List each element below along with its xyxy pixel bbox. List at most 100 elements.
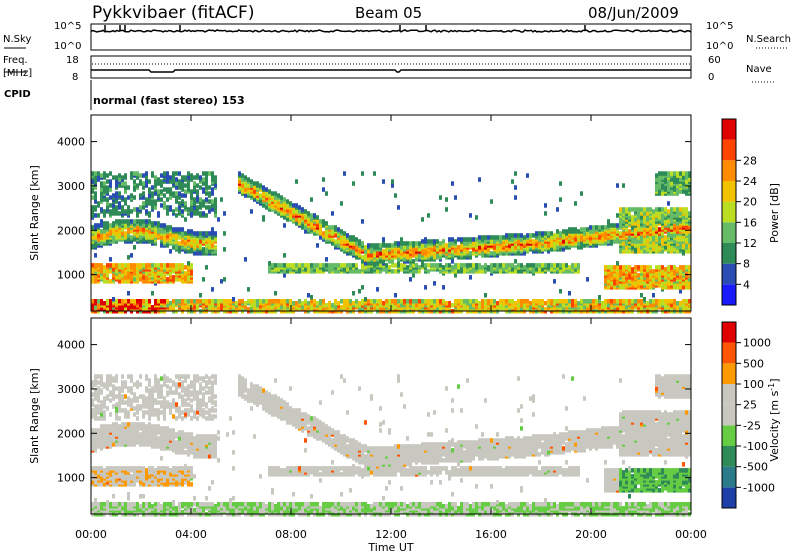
heatmap-cell	[472, 247, 475, 252]
heatmap-cell	[169, 175, 172, 180]
heatmap-cell	[643, 217, 646, 222]
heatmap-cell	[91, 380, 94, 385]
heatmap-cell	[157, 211, 160, 216]
heatmap-cell	[340, 299, 343, 304]
heatmap-cell	[160, 203, 163, 208]
heatmap-cell	[127, 229, 130, 234]
heatmap-cell	[364, 245, 367, 250]
heatmap-cell	[430, 299, 433, 304]
heatmap-cell	[91, 299, 94, 304]
heatmap-cell	[289, 209, 292, 214]
heatmap-cell	[655, 207, 658, 212]
heatmap-cell	[370, 261, 373, 266]
heatmap-cell	[334, 299, 337, 304]
heatmap-cell	[361, 171, 364, 176]
heatmap-cell	[94, 185, 97, 190]
heatmap-cell	[193, 197, 196, 202]
heatmap-cell	[673, 171, 676, 176]
heatmap-cell	[253, 307, 256, 312]
heatmap-cell	[124, 173, 127, 178]
heatmap-cell	[244, 183, 247, 188]
heatmap-cell	[133, 179, 136, 184]
heatmap-cell	[142, 191, 145, 196]
heatmap-cell	[244, 301, 247, 306]
heatmap-cell	[658, 207, 661, 212]
freq-label-line1: Freq.	[3, 55, 28, 66]
heatmap-cell	[205, 231, 208, 236]
heatmap-cell	[163, 201, 166, 206]
heatmap-cell	[460, 299, 463, 304]
heatmap-cell	[205, 183, 208, 188]
heatmap-cell	[280, 299, 283, 304]
nsky-panel-frame	[90, 23, 692, 51]
heatmap-cell	[91, 179, 94, 184]
heatmap-cell	[514, 307, 517, 312]
heatmap-cell	[388, 243, 391, 248]
heatmap-cell	[400, 237, 403, 242]
heatmap-cell	[115, 394, 118, 399]
colorbar-tick-label: 24	[743, 175, 757, 188]
heatmap-cell	[94, 480, 97, 485]
heatmap-cell	[496, 263, 499, 268]
heatmap-cell	[103, 209, 106, 214]
heatmap-cell	[445, 207, 448, 212]
heatmap-cell	[94, 299, 97, 304]
heatmap-cell	[142, 227, 145, 232]
heatmap-cell	[202, 231, 205, 236]
heatmap-cell	[115, 219, 118, 224]
heatmap-cell	[115, 428, 118, 433]
colorbar-segment	[722, 201, 736, 223]
heatmap-cell	[154, 191, 157, 196]
heatmap-cell	[421, 261, 424, 266]
heatmap-cell	[667, 281, 670, 286]
colorbar-frame	[721, 118, 737, 306]
heatmap-cell	[679, 241, 682, 246]
heatmap-cell	[310, 295, 313, 300]
heatmap-cell	[103, 424, 106, 429]
heatmap-cell	[541, 307, 544, 312]
heatmap-cell	[103, 221, 106, 226]
nave-tick-bottom: 0	[708, 72, 714, 83]
heatmap-cell	[664, 235, 667, 240]
heatmap-cell	[448, 263, 451, 268]
heatmap-cell	[118, 177, 121, 182]
heatmap-cell	[331, 267, 334, 272]
heatmap-cell	[166, 303, 169, 308]
heatmap-cell	[643, 249, 646, 254]
heatmap-cell	[208, 205, 211, 210]
heatmap-cell	[517, 239, 520, 244]
heatmap-cell	[94, 404, 97, 409]
freq-tick-top: 18	[66, 55, 79, 66]
heatmap-cell	[340, 263, 343, 268]
heatmap-cell	[601, 237, 604, 242]
heatmap-cell	[100, 424, 103, 429]
heatmap-cell	[640, 237, 643, 242]
heatmap-cell	[292, 263, 295, 268]
heatmap-cell	[574, 201, 577, 206]
heatmap-cell	[517, 299, 520, 304]
heatmap-cell	[406, 241, 409, 246]
heatmap-cell	[418, 299, 421, 304]
heatmap-cell	[391, 269, 394, 274]
heatmap-cell	[532, 269, 535, 274]
heatmap-cell	[322, 299, 325, 304]
heatmap-cell	[109, 390, 112, 395]
heatmap-cell	[211, 231, 214, 236]
heatmap-cell	[196, 173, 199, 178]
heatmap-cell	[358, 301, 361, 306]
heatmap-cell	[343, 299, 346, 304]
heatmap-cell	[457, 237, 460, 242]
heatmap-cell	[103, 269, 106, 274]
heatmap-cell	[484, 263, 487, 268]
heatmap-cell	[121, 307, 124, 312]
heatmap-cell	[661, 207, 664, 212]
heatmap-cell	[238, 299, 241, 304]
heatmap-cell	[448, 241, 451, 246]
heatmap-cell	[664, 299, 667, 304]
heatmap-cell	[466, 237, 469, 242]
heatmap-cell	[154, 263, 157, 268]
heatmap-cell	[652, 269, 655, 274]
heatmap-cell	[94, 171, 97, 176]
heatmap-cell	[577, 263, 580, 268]
heatmap-cell	[562, 229, 565, 234]
